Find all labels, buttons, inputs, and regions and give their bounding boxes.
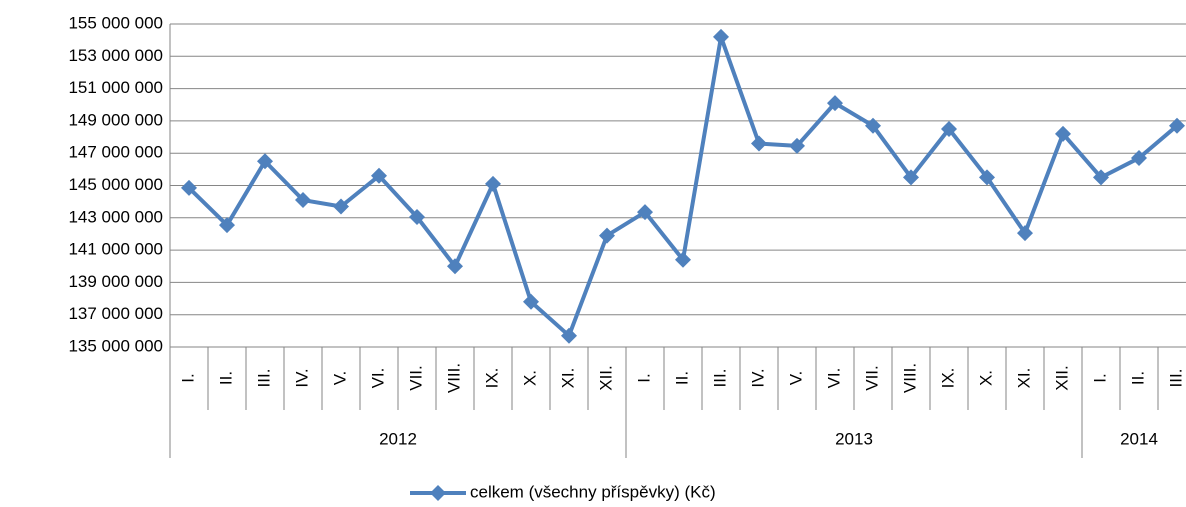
x-tick-label: II. <box>216 371 235 385</box>
marker <box>789 137 805 154</box>
x-tick-label: I. <box>1090 373 1109 382</box>
y-tick-label: 137 000 000 <box>68 304 163 323</box>
x-tick-label: XII. <box>596 365 615 391</box>
x-tick-label: IX. <box>938 368 957 389</box>
legend-marker <box>430 485 446 501</box>
y-tick-label: 139 000 000 <box>68 272 163 291</box>
x-tick-label: XI. <box>1014 368 1033 389</box>
x-tick-label: VI. <box>368 368 387 389</box>
x-tick-label: I. <box>634 373 653 382</box>
x-tick-label: II. <box>1128 371 1147 385</box>
marker <box>371 167 387 184</box>
marker <box>751 135 767 152</box>
marker <box>409 208 425 225</box>
marker <box>219 217 235 234</box>
x-tick-label: VII. <box>862 365 881 391</box>
x-tick-label: III. <box>1166 369 1185 388</box>
marker <box>865 117 881 134</box>
x-tick-label: XI. <box>558 368 577 389</box>
marker <box>827 95 843 112</box>
marker <box>941 120 957 137</box>
marker <box>1131 150 1147 167</box>
marker <box>447 258 463 275</box>
x-tick-label: X. <box>976 370 995 386</box>
marker <box>713 28 729 45</box>
marker <box>1055 125 1071 142</box>
marker <box>523 293 539 310</box>
x-tick-label: III. <box>710 369 729 388</box>
marker <box>599 227 615 244</box>
group-label: 2014 <box>1120 429 1158 448</box>
y-tick-label: 141 000 000 <box>68 240 163 259</box>
y-tick-label: 145 000 000 <box>68 175 163 194</box>
x-tick-label: VIII. <box>444 363 463 393</box>
x-tick-label: VI. <box>824 368 843 389</box>
marker <box>637 204 653 221</box>
group-label: 2013 <box>835 429 873 448</box>
x-tick-label: V. <box>786 371 805 386</box>
marker <box>333 198 349 215</box>
y-tick-label: 147 000 000 <box>68 143 163 162</box>
marker <box>295 192 311 209</box>
marker <box>181 179 197 196</box>
x-tick-label: VIII. <box>900 363 919 393</box>
marker <box>1093 169 1109 186</box>
marker <box>485 175 501 192</box>
legend-label: celkem (všechny příspěvky) (Kč) <box>470 482 716 501</box>
y-tick-label: 151 000 000 <box>68 78 163 97</box>
marker <box>903 169 919 186</box>
group-label: 2012 <box>379 429 417 448</box>
x-tick-label: II. <box>672 371 691 385</box>
marker <box>1017 225 1033 242</box>
marker <box>979 169 995 186</box>
x-tick-label: VII. <box>406 365 425 391</box>
line <box>187 34 1179 338</box>
x-tick-label: X. <box>520 370 539 386</box>
x-tick-label: XII. <box>1052 365 1071 391</box>
y-tick-label: 149 000 000 <box>68 110 163 129</box>
y-tick-label: 143 000 000 <box>68 207 163 226</box>
marker <box>561 327 577 344</box>
x-tick-label: I. <box>178 373 197 382</box>
y-tick-label: 153 000 000 <box>68 46 163 65</box>
y-tick-label: 155 000 000 <box>68 13 163 32</box>
x-tick-label: III. <box>254 369 273 388</box>
marker <box>675 251 691 268</box>
x-tick-label: V. <box>330 371 349 386</box>
marker <box>1169 117 1185 134</box>
y-tick-label: 135 000 000 <box>68 336 163 355</box>
marker <box>257 153 273 170</box>
x-tick-label: IV. <box>748 368 767 387</box>
x-tick-label: IV. <box>292 368 311 387</box>
x-tick-label: IX. <box>482 368 501 389</box>
